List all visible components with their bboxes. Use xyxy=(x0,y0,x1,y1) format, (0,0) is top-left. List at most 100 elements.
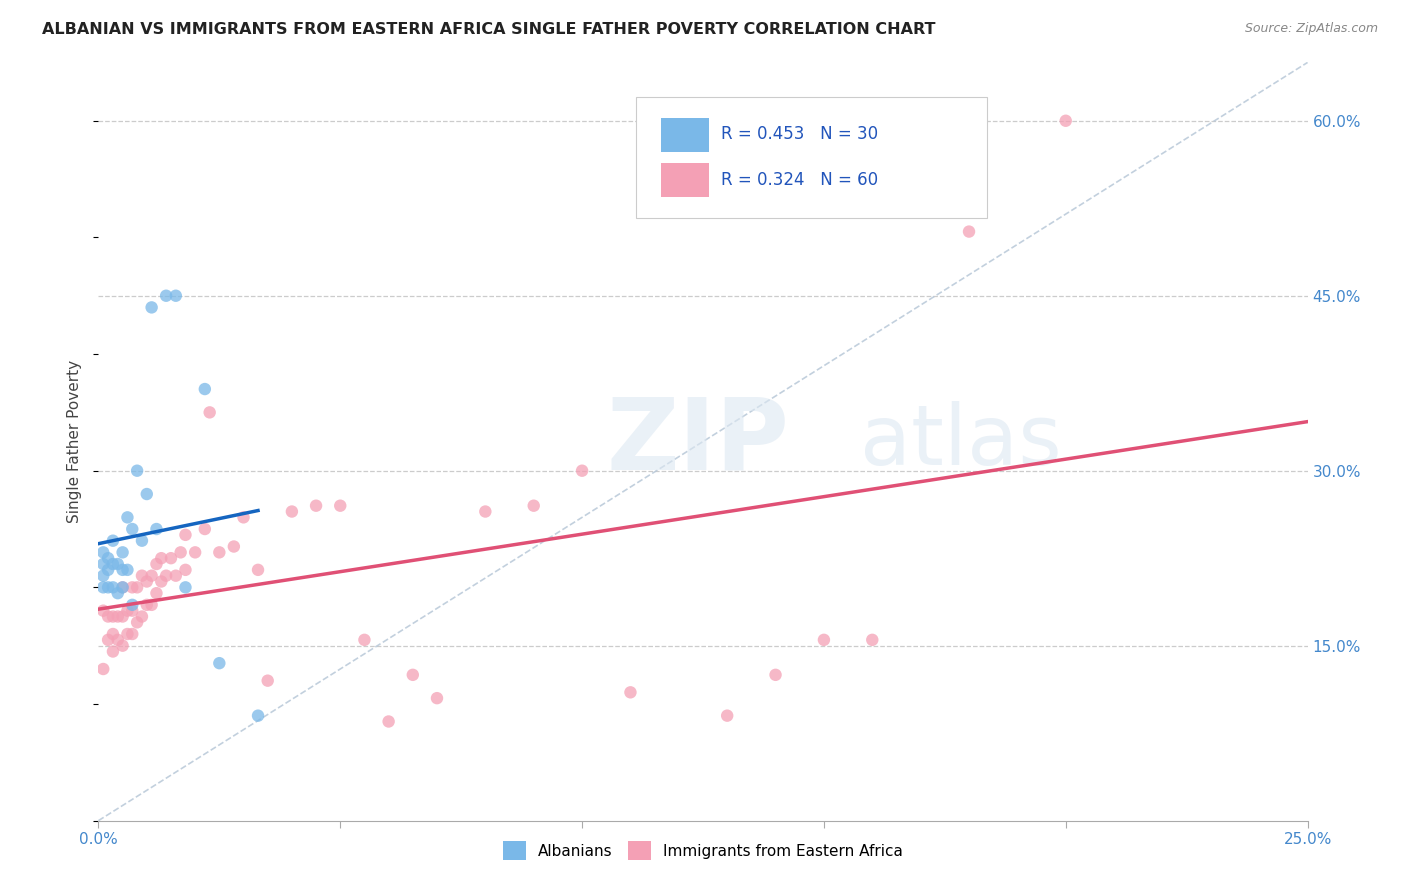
Point xyxy=(860,632,883,647)
Point xyxy=(101,609,124,624)
Point xyxy=(184,545,207,559)
Point xyxy=(117,563,139,577)
FancyBboxPatch shape xyxy=(661,118,709,152)
Point xyxy=(281,504,304,518)
Point xyxy=(91,580,114,594)
Text: R = 0.453   N = 30: R = 0.453 N = 30 xyxy=(721,126,879,144)
Point xyxy=(208,545,231,559)
Point xyxy=(117,604,139,618)
Point xyxy=(169,545,191,559)
Point xyxy=(135,574,157,589)
Point xyxy=(111,639,134,653)
Point xyxy=(91,662,114,676)
Point xyxy=(111,563,134,577)
Point xyxy=(194,382,217,396)
Point xyxy=(1054,113,1077,128)
Point xyxy=(813,632,835,647)
Point xyxy=(107,632,129,647)
Point xyxy=(101,580,124,594)
Point xyxy=(97,580,120,594)
Point xyxy=(194,522,217,536)
Legend: Albanians, Immigrants from Eastern Africa: Albanians, Immigrants from Eastern Afric… xyxy=(496,835,910,866)
Point xyxy=(111,580,134,594)
Point xyxy=(121,604,143,618)
Point xyxy=(247,708,270,723)
Point xyxy=(155,568,177,582)
Point xyxy=(117,510,139,524)
Point xyxy=(141,598,163,612)
Point xyxy=(121,627,143,641)
Text: R = 0.324   N = 60: R = 0.324 N = 60 xyxy=(721,171,879,189)
Point xyxy=(208,656,231,670)
Point xyxy=(121,522,143,536)
FancyBboxPatch shape xyxy=(637,96,987,218)
Point xyxy=(247,563,270,577)
Point xyxy=(101,557,124,571)
Point xyxy=(957,225,980,239)
Point xyxy=(474,504,496,518)
Point xyxy=(107,586,129,600)
Point xyxy=(101,644,124,658)
Point xyxy=(117,627,139,641)
Point xyxy=(97,632,120,647)
Point xyxy=(353,632,375,647)
Point xyxy=(101,627,124,641)
Point xyxy=(145,522,167,536)
Point xyxy=(97,551,120,566)
FancyBboxPatch shape xyxy=(661,163,709,197)
Point xyxy=(198,405,221,419)
Point xyxy=(523,499,546,513)
Point xyxy=(716,708,738,723)
Point xyxy=(174,580,197,594)
Text: Source: ZipAtlas.com: Source: ZipAtlas.com xyxy=(1244,22,1378,36)
Point xyxy=(765,668,787,682)
Point xyxy=(377,714,399,729)
Point xyxy=(145,586,167,600)
Point xyxy=(256,673,278,688)
Y-axis label: Single Father Poverty: Single Father Poverty xyxy=(67,360,83,523)
Point xyxy=(150,574,173,589)
Point xyxy=(107,557,129,571)
Point xyxy=(426,691,449,706)
Point xyxy=(165,568,187,582)
Point xyxy=(121,580,143,594)
Point xyxy=(127,580,149,594)
Point xyxy=(174,528,197,542)
Point xyxy=(141,301,163,315)
Point xyxy=(97,563,120,577)
Point xyxy=(135,598,157,612)
Point xyxy=(222,540,245,554)
Point xyxy=(305,499,328,513)
Point xyxy=(150,551,173,566)
Point xyxy=(127,615,149,630)
Point xyxy=(160,551,183,566)
Point xyxy=(145,557,167,571)
Point xyxy=(111,545,134,559)
Point xyxy=(97,609,120,624)
Point xyxy=(91,545,114,559)
Point xyxy=(232,510,254,524)
Point xyxy=(111,580,134,594)
Point xyxy=(402,668,425,682)
Text: ALBANIAN VS IMMIGRANTS FROM EASTERN AFRICA SINGLE FATHER POVERTY CORRELATION CHA: ALBANIAN VS IMMIGRANTS FROM EASTERN AFRI… xyxy=(42,22,935,37)
Text: atlas: atlas xyxy=(860,401,1062,482)
Point xyxy=(131,568,153,582)
Point xyxy=(101,533,124,548)
Point xyxy=(131,609,153,624)
Point xyxy=(131,533,153,548)
Point xyxy=(329,499,352,513)
Point xyxy=(91,557,114,571)
Point xyxy=(107,609,129,624)
Point xyxy=(571,464,593,478)
Point xyxy=(155,289,177,303)
Point xyxy=(174,563,197,577)
Point xyxy=(121,598,143,612)
Point xyxy=(165,289,187,303)
Point xyxy=(619,685,641,699)
Point xyxy=(111,609,134,624)
Point xyxy=(135,487,157,501)
Text: ZIP: ZIP xyxy=(606,393,789,490)
Point xyxy=(91,604,114,618)
Point xyxy=(91,568,114,582)
Point xyxy=(141,568,163,582)
